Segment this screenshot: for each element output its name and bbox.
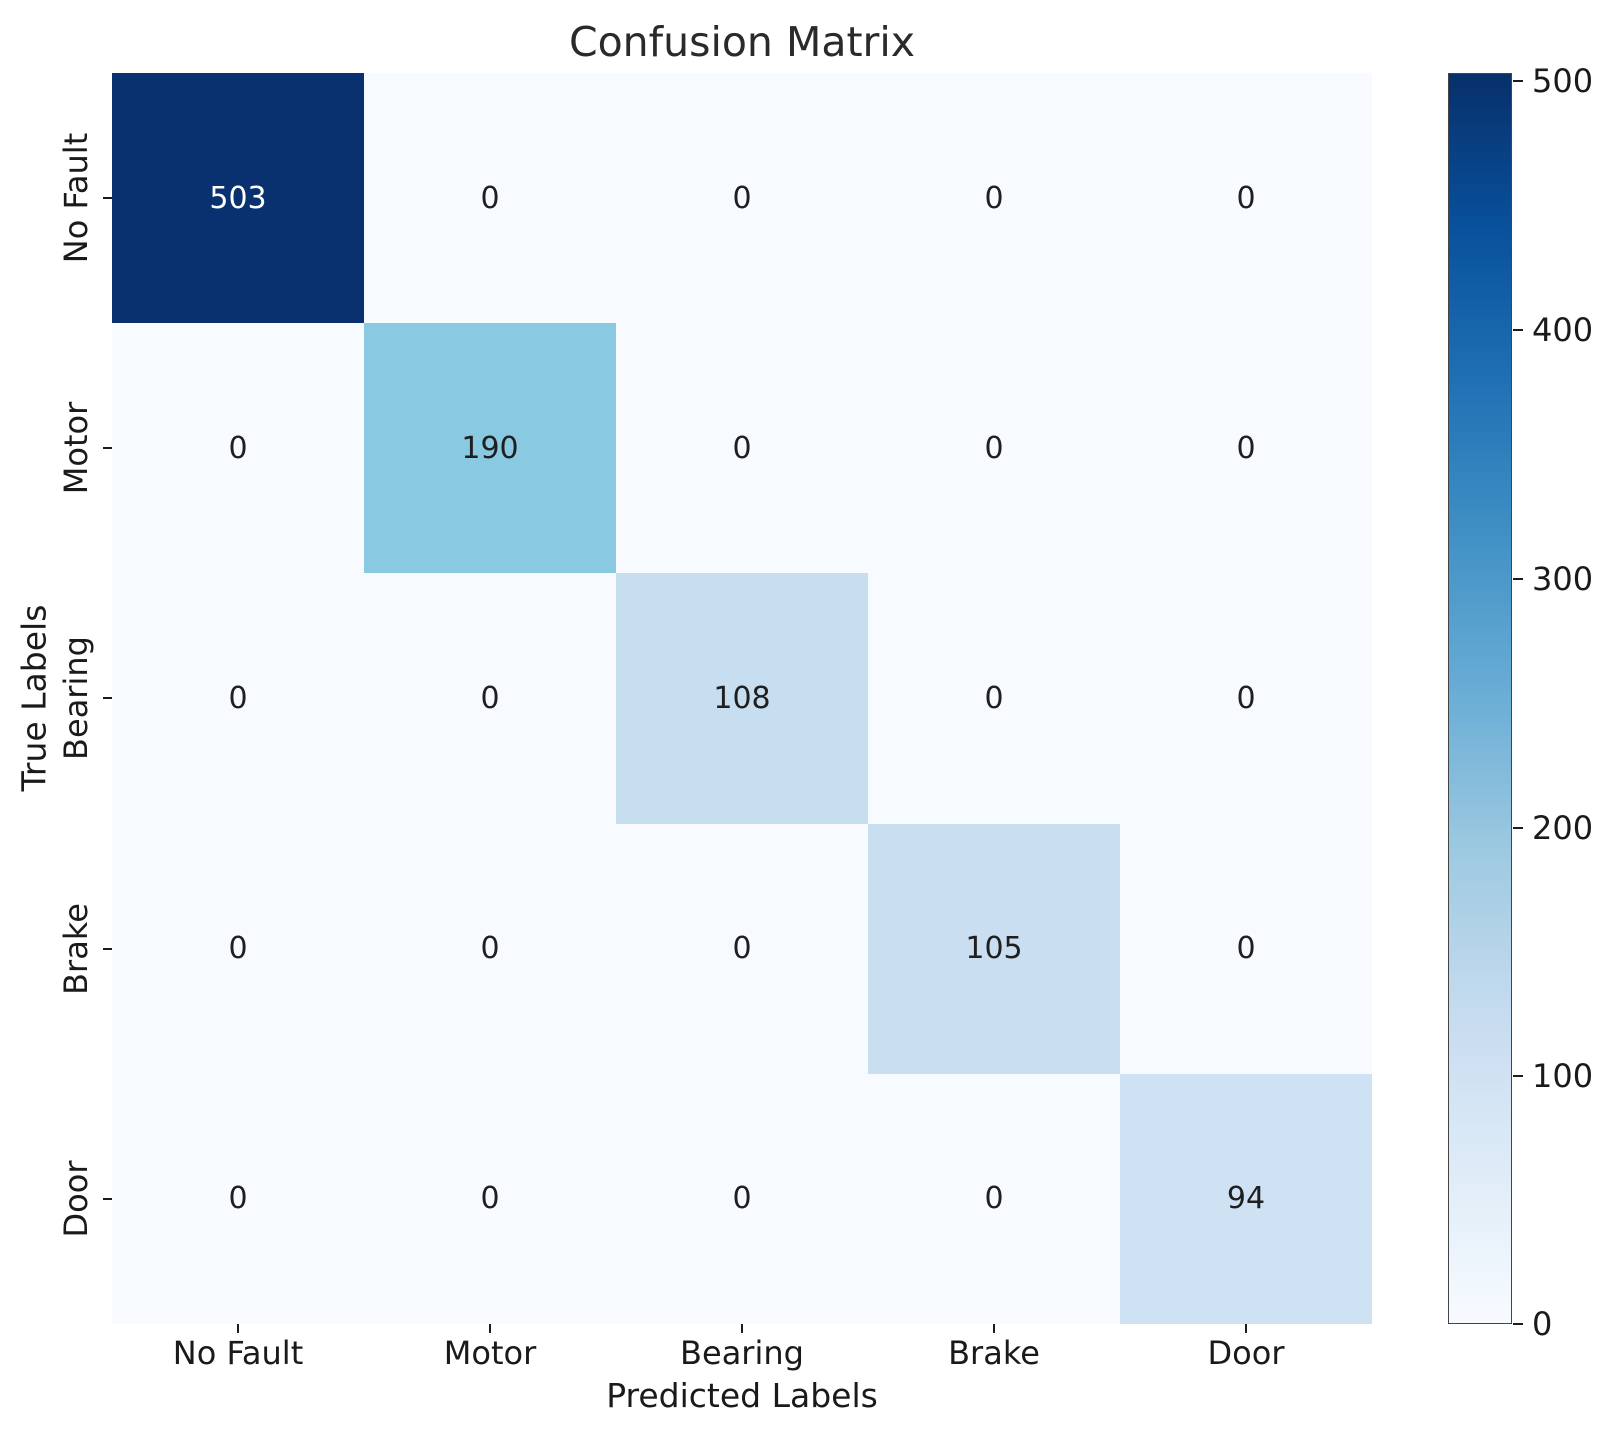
colorbar-tick	[1513, 329, 1523, 331]
heatmap-cell: 0	[616, 323, 868, 574]
x-tick-label: Brake	[948, 1334, 1040, 1372]
colorbar-tick	[1513, 578, 1523, 580]
x-axis-tick	[741, 1324, 743, 1333]
colorbar-tick	[1513, 80, 1523, 82]
heatmap-cell: 0	[364, 73, 616, 324]
heatmap-cell: 0	[1120, 73, 1372, 324]
heatmap-cell: 0	[868, 1073, 1120, 1324]
y-tick-label: Door	[57, 1160, 95, 1238]
colorbar-tick	[1513, 1323, 1523, 1325]
y-axis-tick	[103, 447, 112, 449]
y-tick-label: Bearing	[57, 636, 95, 760]
colorbar-tick-label: 500	[1532, 62, 1594, 100]
heatmap-cell: 0	[364, 573, 616, 824]
heatmap-cell: 0	[1120, 823, 1372, 1074]
heatmap: 503 0 0 0 0 0 190 0 0 0 0 0 108 0 0 0 0 …	[112, 73, 1372, 1324]
heatmap-cell: 0	[364, 823, 616, 1074]
x-axis-label: Predicted Labels	[606, 1376, 878, 1415]
heatmap-cell: 0	[112, 323, 364, 574]
heatmap-cell: 503	[112, 73, 364, 324]
colorbar-tick-label: 300	[1532, 560, 1594, 598]
colorbar-gradient	[1448, 73, 1512, 1324]
colorbar-tick	[1513, 827, 1523, 829]
y-axis-tick	[103, 697, 112, 699]
heatmap-cell: 0	[1120, 573, 1372, 824]
heatmap-cell: 105	[868, 823, 1120, 1074]
heatmap-cell: 0	[616, 73, 868, 324]
y-tick-label: No Fault	[57, 132, 95, 264]
heatmap-cell: 0	[112, 1073, 364, 1324]
chart-title: Confusion Matrix	[568, 18, 916, 66]
x-tick-label: Motor	[443, 1334, 537, 1372]
colorbar-tick-label: 0	[1532, 1305, 1553, 1343]
colorbar-tick-label: 200	[1532, 809, 1594, 847]
colorbar-tick-label: 100	[1532, 1057, 1594, 1095]
x-axis-tick	[489, 1324, 491, 1333]
heatmap-cell: 0	[112, 573, 364, 824]
heatmap-cell: 0	[868, 73, 1120, 324]
y-axis-tick	[103, 1198, 112, 1200]
heatmap-cell: 94	[1120, 1073, 1372, 1324]
heatmap-cell: 0	[112, 823, 364, 1074]
y-axis-tick	[103, 197, 112, 199]
y-axis-tick	[103, 948, 112, 950]
heatmap-cell: 0	[868, 573, 1120, 824]
x-tick-label: Door	[1207, 1334, 1285, 1372]
x-axis-tick	[1245, 1324, 1247, 1333]
heatmap-cell: 0	[1120, 323, 1372, 574]
heatmap-cell: 0	[616, 1073, 868, 1324]
heatmap-cell: 0	[364, 1073, 616, 1324]
y-tick-label: Motor	[57, 401, 95, 495]
x-axis-tick	[993, 1324, 995, 1333]
y-axis-label: True Labels	[14, 604, 54, 792]
x-tick-label: No Fault	[172, 1334, 304, 1372]
colorbar-tick-label: 400	[1532, 311, 1594, 349]
x-axis-tick	[237, 1324, 239, 1333]
x-tick-label: Bearing	[680, 1334, 804, 1372]
heatmap-cell: 108	[616, 573, 868, 824]
heatmap-cell: 0	[616, 823, 868, 1074]
y-tick-label: Brake	[57, 903, 95, 995]
heatmap-cell: 190	[364, 323, 616, 574]
heatmap-cell: 0	[868, 323, 1120, 574]
colorbar-tick	[1513, 1075, 1523, 1077]
